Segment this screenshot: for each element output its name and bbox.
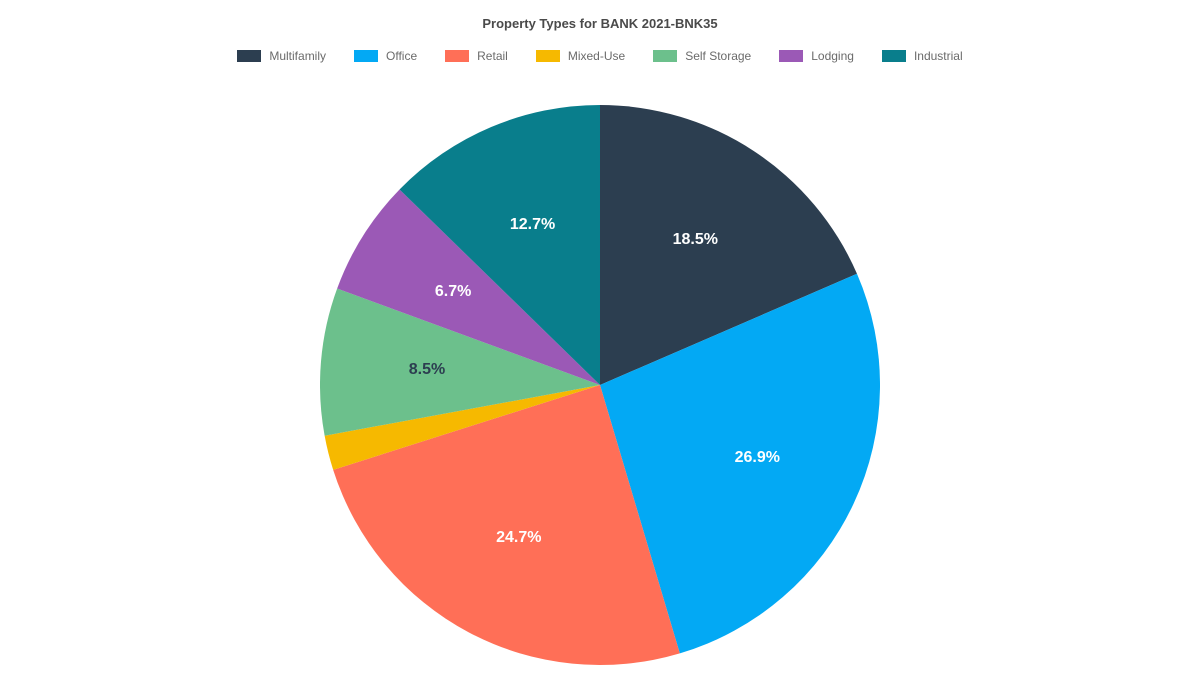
slice-label-office: 26.9%	[735, 449, 780, 467]
pie-wrap: 18.5% 26.9% 24.7% 8.5% 6.7% 12.7%	[320, 105, 880, 665]
slice-label-self-storage: 8.5%	[409, 361, 445, 379]
legend-swatch	[237, 50, 261, 62]
slice-label-retail: 24.7%	[496, 529, 541, 547]
legend-label: Office	[386, 49, 417, 63]
legend-label: Lodging	[811, 49, 854, 63]
legend-item-multifamily[interactable]: Multifamily	[237, 49, 326, 63]
pie-chart-container: Property Types for BANK 2021-BNK35 Multi…	[0, 0, 1200, 700]
legend-item-industrial[interactable]: Industrial	[882, 49, 963, 63]
legend-label: Multifamily	[269, 49, 326, 63]
legend-swatch	[882, 50, 906, 62]
chart-title: Property Types for BANK 2021-BNK35	[0, 0, 1200, 31]
legend-item-office[interactable]: Office	[354, 49, 417, 63]
slice-label-multifamily: 18.5%	[673, 231, 718, 249]
legend-label: Industrial	[914, 49, 963, 63]
pie-svg	[320, 105, 880, 665]
legend-swatch	[354, 50, 378, 62]
legend-swatch	[536, 50, 560, 62]
legend-label: Self Storage	[685, 49, 751, 63]
legend-swatch	[779, 50, 803, 62]
legend-swatch	[653, 50, 677, 62]
legend-item-retail[interactable]: Retail	[445, 49, 508, 63]
slice-label-industrial: 12.7%	[510, 216, 555, 234]
legend-item-lodging[interactable]: Lodging	[779, 49, 854, 63]
legend-label: Mixed-Use	[568, 49, 625, 63]
slice-label-lodging: 6.7%	[435, 283, 471, 301]
legend-swatch	[445, 50, 469, 62]
legend: Multifamily Office Retail Mixed-Use Self Sto…	[0, 49, 1200, 63]
legend-item-self-storage[interactable]: Self Storage	[653, 49, 751, 63]
legend-label: Retail	[477, 49, 508, 63]
legend-item-mixed-use[interactable]: Mixed-Use	[536, 49, 625, 63]
